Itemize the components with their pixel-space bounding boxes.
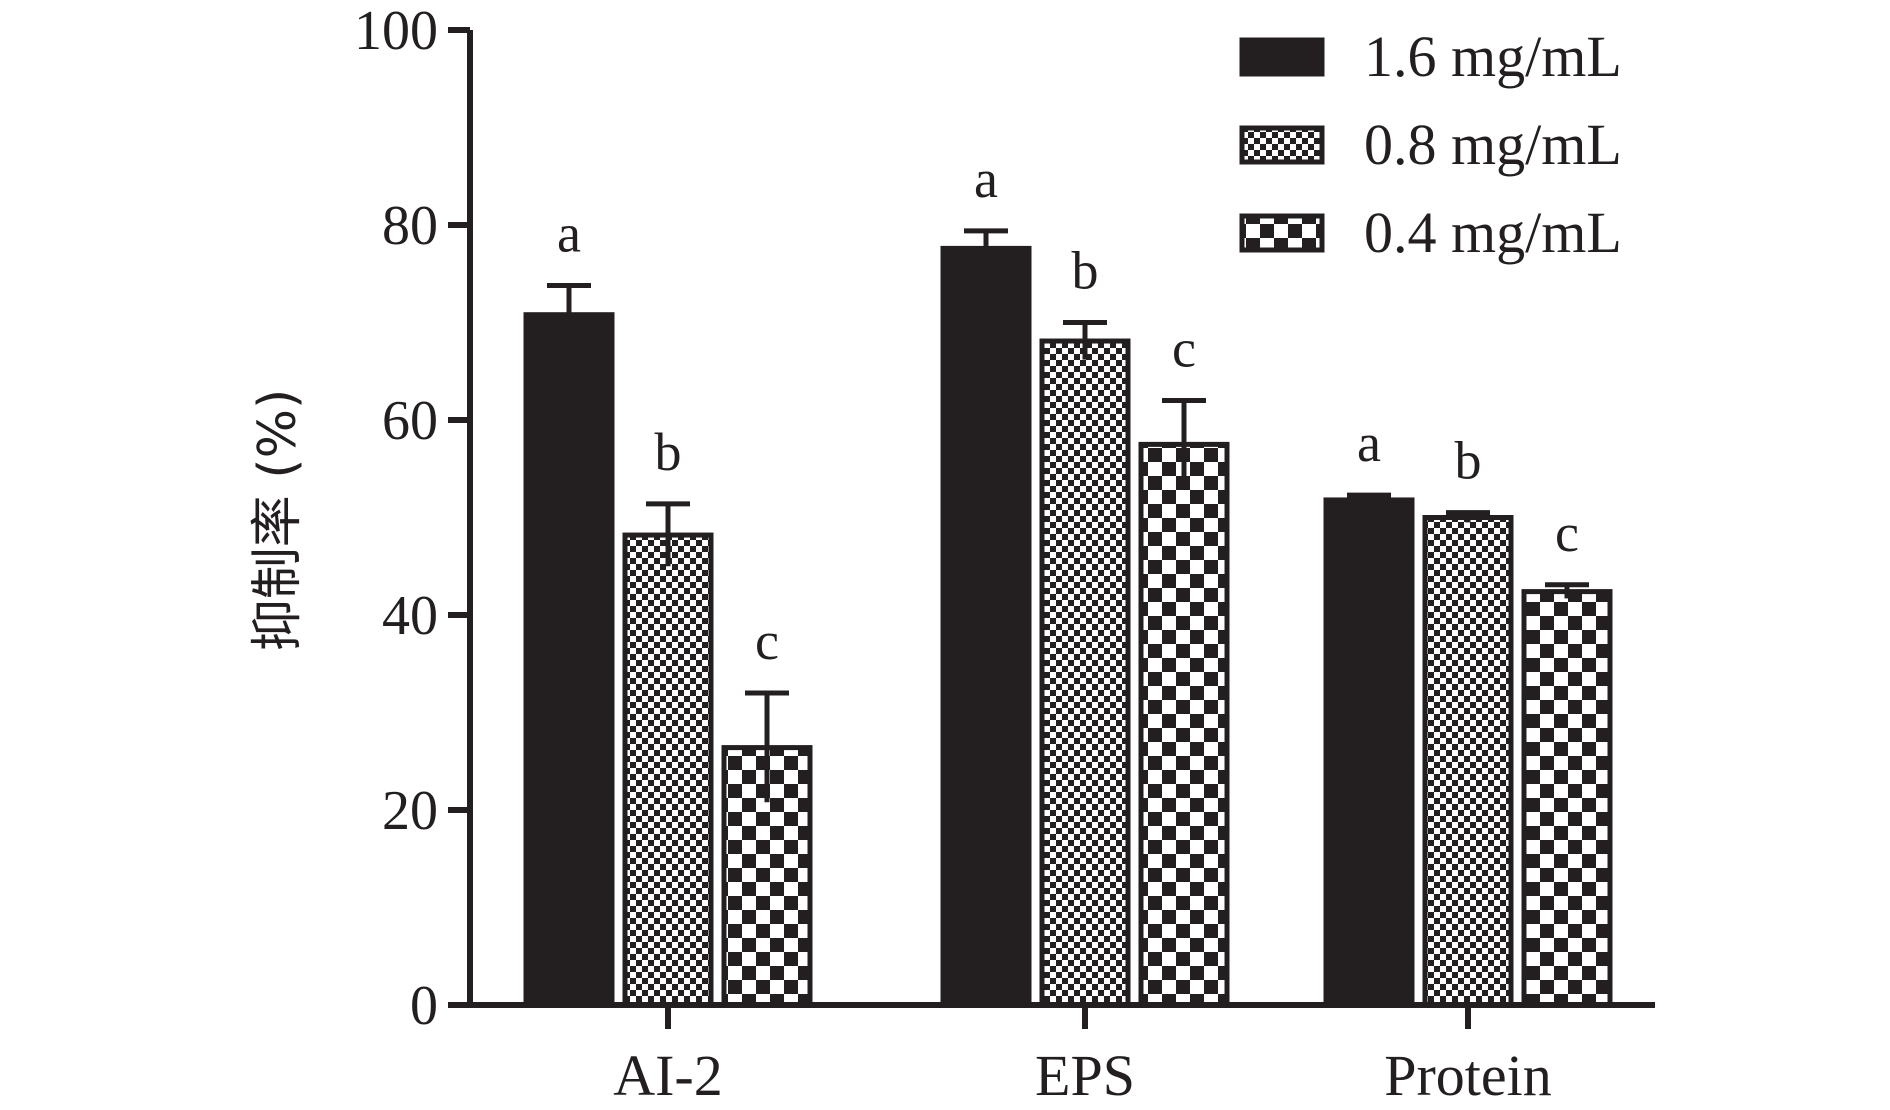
y-tick-label-20: 20	[382, 780, 438, 842]
significance-label-eps-1: a	[974, 149, 998, 209]
significance-label-protein-3: c	[1555, 503, 1579, 563]
bar-ai-2-1	[523, 312, 615, 1008]
y-tick-label-80: 80	[382, 195, 438, 257]
bar-protein-1	[1323, 497, 1415, 1008]
bar-eps-2	[1039, 338, 1131, 1008]
legend-label-1: 1.6 mg/mL	[1364, 24, 1622, 89]
legend-swatch-1	[1239, 37, 1325, 77]
x-tick-label-eps: EPS	[1035, 1043, 1135, 1108]
x-tick-label-ai-2: AI-2	[613, 1043, 723, 1108]
y-tick-label-40: 40	[382, 585, 438, 647]
bar-protein-3	[1521, 589, 1613, 1008]
significance-label-eps-2: b	[1072, 241, 1099, 301]
significance-label-eps-3: c	[1172, 319, 1196, 379]
bar-protein-2	[1422, 515, 1514, 1008]
plot-area: a a a b b b c c c 0 20 40 60 80 100 AI-2 EPS Protein	[354, 0, 1655, 1108]
significance-label-protein-1: a	[1357, 413, 1381, 473]
y-tick-label-60: 60	[382, 390, 438, 452]
legend-label-2: 0.8 mg/mL	[1364, 112, 1622, 177]
y-tick-label-100: 100	[354, 0, 438, 62]
legend-label-3: 0.4 mg/mL	[1364, 200, 1622, 265]
bar-eps-3	[1138, 441, 1230, 1008]
x-tick-label-protein: Protein	[1384, 1043, 1552, 1108]
significance-label-protein-2: b	[1455, 431, 1482, 491]
y-tick-label-0: 0	[410, 975, 438, 1037]
bar-eps-1	[940, 245, 1032, 1008]
legend-swatch-3	[1239, 213, 1325, 253]
legend: 1.6 mg/mL 0.8 mg/mL 0.4 mg/mL	[1239, 24, 1622, 265]
significance-label-ai-2-2: b	[655, 422, 682, 482]
y-axis-label: 抑制率 (%)	[248, 389, 308, 652]
significance-label-ai-2-3: c	[755, 611, 779, 671]
bar-ai-2-2	[622, 532, 714, 1008]
significance-label-ai-2-1: a	[557, 203, 581, 263]
legend-swatch-2	[1239, 125, 1325, 165]
